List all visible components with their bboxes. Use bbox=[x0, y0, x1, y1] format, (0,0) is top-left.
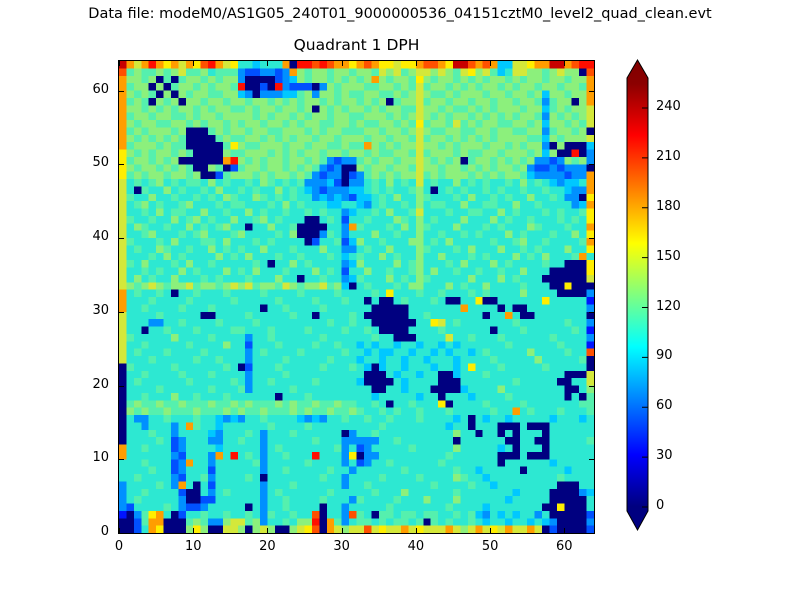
y-tick-mark bbox=[119, 164, 124, 166]
colorbar-tick-marks bbox=[642, 107, 648, 508]
colorbar-tick-label: 180 bbox=[656, 198, 681, 214]
y-tick-label: 30 bbox=[92, 302, 109, 318]
x-tick-mark bbox=[341, 528, 343, 533]
y-tick-mark bbox=[119, 459, 124, 461]
y-tick-mark bbox=[589, 311, 594, 313]
x-tick-label: 30 bbox=[333, 539, 350, 554]
y-tick-mark bbox=[589, 238, 594, 239]
y-tick-mark bbox=[119, 90, 124, 92]
x-tick-label: 60 bbox=[556, 539, 573, 554]
colorbar-tick-label: 240 bbox=[656, 99, 681, 114]
colorbar-tick-label: 60 bbox=[656, 398, 673, 414]
data-file-label: Data file: modeM0/AS1G05_240T01_90000005… bbox=[88, 6, 712, 22]
y-tick-label: 10 bbox=[92, 450, 109, 466]
x-tick-mark bbox=[119, 528, 120, 533]
heatmap-plot bbox=[118, 60, 595, 534]
x-tick-mark bbox=[193, 61, 195, 66]
x-tick-mark bbox=[341, 61, 343, 66]
y-tick-mark bbox=[119, 311, 124, 313]
x-tick-label: 50 bbox=[481, 539, 499, 554]
x-tick-mark bbox=[490, 61, 492, 66]
y-tick-label: 40 bbox=[92, 229, 109, 244]
y-tick-label: 50 bbox=[92, 155, 109, 171]
x-tick-mark bbox=[267, 61, 269, 66]
x-tick-mark bbox=[415, 61, 417, 66]
x-tick-mark bbox=[415, 528, 417, 533]
colorbar-tick-label: 30 bbox=[656, 448, 673, 464]
y-tick-mark bbox=[589, 385, 594, 387]
colorbar-tick-label: 120 bbox=[656, 298, 681, 314]
colorbar-tick-label: 210 bbox=[656, 148, 681, 164]
y-tick-mark bbox=[589, 164, 594, 166]
x-tick-label: 40 bbox=[407, 539, 425, 554]
x-tick-label: 20 bbox=[259, 539, 276, 554]
heatmap-canvas bbox=[119, 61, 594, 533]
x-tick-label: 10 bbox=[184, 539, 202, 554]
x-tick-mark bbox=[490, 528, 492, 533]
y-tick-mark bbox=[589, 459, 594, 461]
colorbar-tick-label: 0 bbox=[656, 498, 665, 513]
x-tick-mark bbox=[119, 61, 120, 66]
y-tick-mark bbox=[119, 533, 124, 534]
y-tick-label: 20 bbox=[92, 376, 109, 392]
y-tick-mark bbox=[119, 385, 124, 387]
colorbar bbox=[626, 59, 649, 532]
x-tick-mark bbox=[564, 61, 566, 66]
y-tick-mark bbox=[589, 90, 594, 92]
x-tick-mark bbox=[267, 528, 269, 533]
plot-title: Quadrant 1 DPH bbox=[293, 36, 420, 54]
y-tick-mark bbox=[119, 238, 124, 239]
y-tick-label: 0 bbox=[100, 524, 109, 539]
y-tick-label: 60 bbox=[92, 81, 109, 97]
x-tick-mark bbox=[193, 528, 195, 533]
y-tick-mark bbox=[589, 533, 594, 534]
x-tick-label: 0 bbox=[114, 539, 124, 554]
x-tick-mark bbox=[564, 528, 566, 533]
colorbar-body bbox=[626, 59, 649, 532]
colorbar-tick-label: 150 bbox=[656, 248, 681, 264]
colorbar-tick-label: 90 bbox=[656, 348, 673, 364]
